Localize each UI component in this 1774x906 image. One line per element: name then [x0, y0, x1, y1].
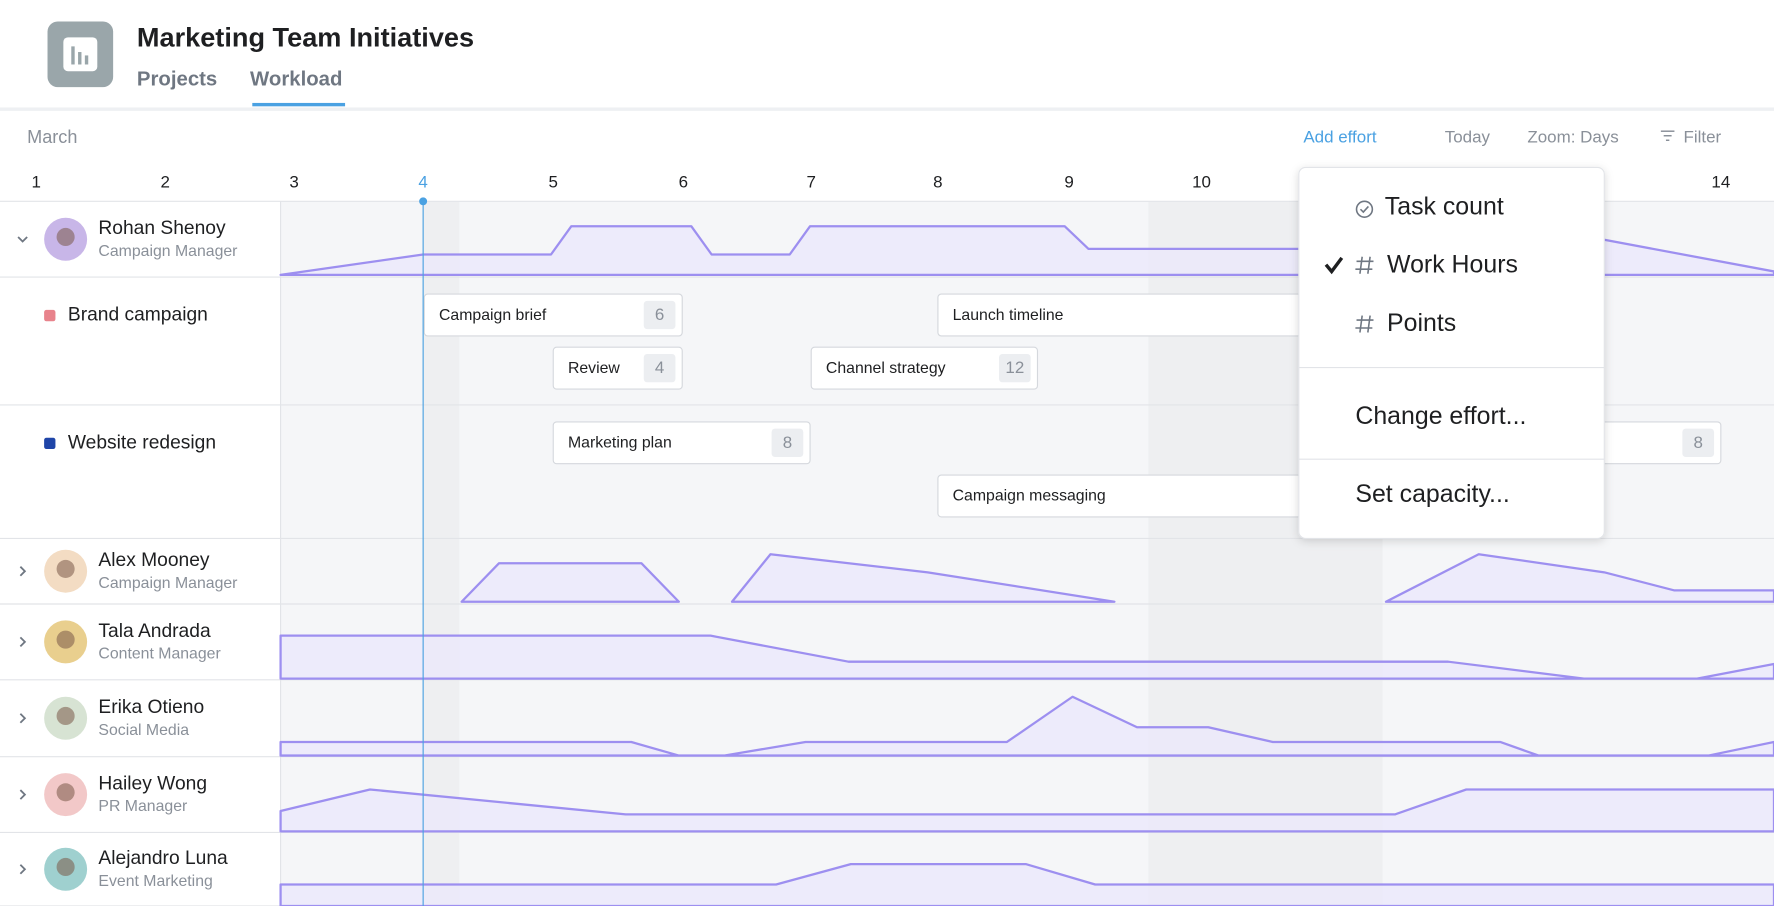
tab-active[interactable]: Workload [250, 69, 342, 91]
expand-chevron[interactable] [19, 566, 27, 577]
person-role: Campaign Manager [98, 575, 238, 592]
task-count-icon [1355, 200, 1374, 218]
month-label: March [27, 127, 77, 147]
filter-button[interactable]: Filter [1683, 127, 1721, 146]
task-name: Campaign brief [439, 307, 547, 324]
effort-badge [643, 300, 676, 330]
expand-chevron[interactable] [19, 636, 27, 648]
effort-value: 12 [1005, 358, 1024, 377]
zoom-button[interactable]: Zoom: Days [1527, 127, 1618, 146]
menu-item[interactable]: Task count [1385, 193, 1504, 221]
task-name: Channel strategy [826, 360, 946, 377]
day-label: 6 [679, 173, 688, 192]
effort-menu: Task count Work Hours Points Change effo… [1298, 166, 1605, 539]
menu-item[interactable]: Work Hours [1387, 250, 1518, 278]
effort-badge [771, 428, 804, 457]
effort-value: 8 [783, 433, 792, 452]
today-marker [419, 197, 428, 206]
task-name: Review [568, 360, 620, 377]
expand-chevron[interactable] [19, 713, 27, 724]
person-role: Content Manager [98, 646, 221, 663]
icon-bars [71, 46, 89, 65]
add-effort-button[interactable]: Add effort [1303, 127, 1377, 146]
menu-item[interactable]: Points [1387, 309, 1456, 337]
avatar-face [56, 706, 75, 726]
task-name: Marketing plan [568, 435, 672, 452]
header [0, 0, 1774, 108]
avatar-face [56, 857, 75, 877]
day-label: 7 [806, 173, 815, 192]
avatar-face [56, 630, 75, 649]
project-color [44, 309, 56, 322]
avatar-face [56, 559, 75, 578]
person-name: Alejandro Luna [98, 848, 228, 869]
workload-curve [279, 788, 1774, 833]
person-name: Alex Mooney [98, 550, 210, 571]
day-label: 9 [1064, 173, 1073, 192]
expand-chevron[interactable] [19, 864, 27, 875]
tab-underline [252, 102, 346, 107]
day-label: 2 [160, 173, 169, 192]
person-role: Campaign Manager [98, 243, 238, 260]
header-divider [0, 107, 1774, 111]
person-role: PR Manager [98, 798, 188, 815]
project-name: Website redesign [68, 432, 216, 453]
day-label: 4 [418, 173, 427, 192]
workload-curve [279, 863, 1774, 906]
today-button[interactable]: Today [1445, 127, 1491, 146]
day-label: 10 [1192, 173, 1211, 192]
project-color [44, 437, 56, 450]
workload-curve [279, 695, 1774, 757]
project-name: Brand campaign [68, 305, 208, 326]
person-name: Erika Otieno [98, 697, 204, 718]
filter-icon [1660, 130, 1675, 141]
task-card[interactable] [552, 421, 811, 465]
hash-icon [1355, 256, 1374, 274]
task-name: Launch timeline [953, 307, 1064, 324]
day-label: 8 [933, 173, 942, 192]
person-name: Hailey Wong [98, 773, 207, 794]
person-name: Tala Andrada [98, 621, 211, 642]
check-icon [1359, 205, 1369, 214]
workload-curve [460, 553, 1774, 603]
menu-action[interactable]: Change effort... [1355, 402, 1526, 430]
effort-value: 6 [655, 305, 664, 324]
tab[interactable]: Projects [137, 69, 217, 91]
avatar-face [56, 783, 75, 802]
effort-value: 8 [1693, 433, 1702, 452]
selected-check [1324, 256, 1344, 275]
day-label: 14 [1711, 173, 1730, 192]
effort-badge [643, 354, 676, 383]
task-card[interactable] [810, 346, 1039, 390]
project-title: Marketing Team Initiatives [137, 22, 474, 53]
task-card[interactable] [423, 293, 683, 337]
menu-panel [1298, 166, 1605, 539]
person-name: Rohan Shenoy [98, 218, 226, 239]
hash-icon [1355, 315, 1374, 333]
collapse-chevron[interactable] [17, 236, 28, 243]
expand-chevron[interactable] [19, 789, 27, 800]
day-label: 1 [31, 173, 40, 192]
effort-badge [1682, 428, 1715, 457]
day-label: 3 [289, 173, 298, 192]
person-role: Social Media [98, 722, 189, 739]
menu-action[interactable]: Set capacity... [1355, 480, 1509, 508]
person-role: Event Marketing [98, 873, 212, 890]
day-label: 5 [549, 173, 558, 192]
workload-curve [279, 634, 1774, 680]
avatar-face [56, 227, 75, 247]
effort-badge [999, 354, 1031, 383]
task-name: Campaign messaging [953, 488, 1106, 505]
effort-value: 4 [655, 358, 664, 377]
